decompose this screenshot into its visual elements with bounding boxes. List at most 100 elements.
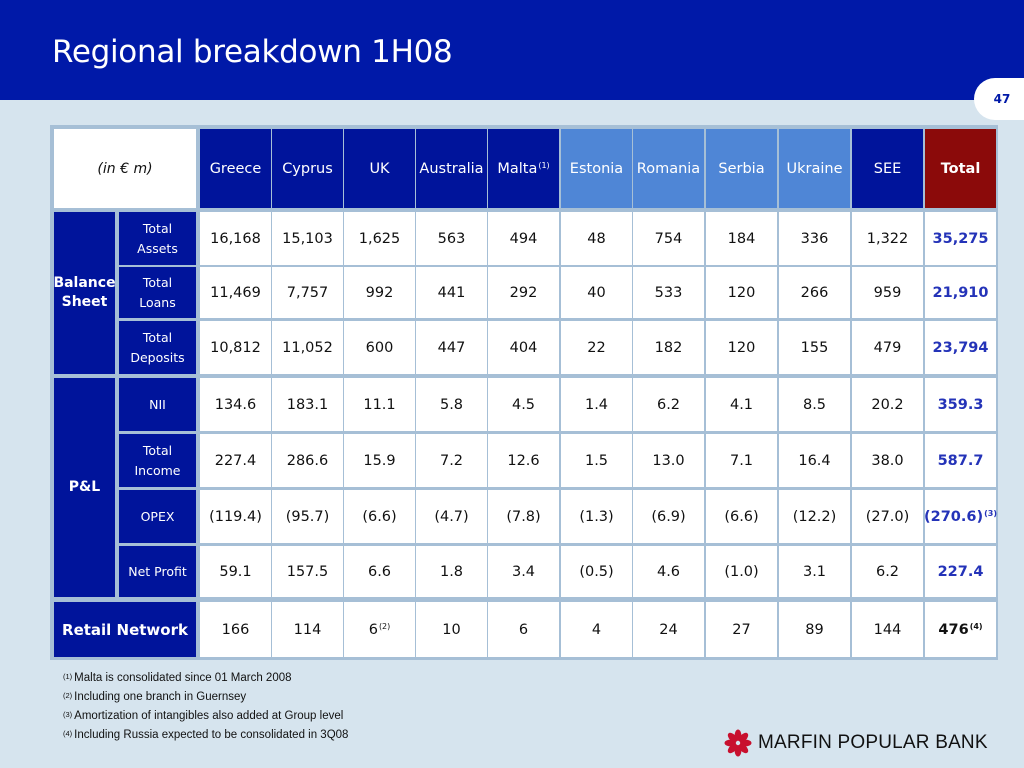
row-label-text: Retail Network [62,620,188,639]
cell-value: (7.8) [506,508,541,525]
column-header-label: Serbia [718,160,765,177]
cell-value: 600 [365,339,394,356]
page-number: 47 [974,78,1024,120]
cell-value: 3.1 [802,563,827,580]
cell-value: 479 [873,339,902,356]
table-cell: 59.1 [200,546,271,597]
cell-value: 1,625 [358,230,401,247]
column-header-label: Greece [209,160,262,177]
row-label-total-deposits: Total Deposits [119,321,196,374]
table-cell: 157.5 [272,546,343,597]
table-cell: 184 [706,212,777,265]
cell-value: (0.5) [579,563,614,580]
cell-value: 184 [727,230,756,247]
table-cell: 266 [779,267,850,318]
unit-label-cell: (in € m) [54,129,196,208]
cell-value: 754 [654,230,683,247]
table-cell: 48 [561,212,632,265]
table-cell: 533 [633,267,704,318]
table-cell: 35,275 [925,212,996,265]
table-cell: (27.0) [852,490,923,543]
column-header-greece: Greece [200,129,271,208]
row-label-text: NII [149,395,166,414]
cell-value: 227.4 [214,452,257,469]
cell-value: (1.0) [724,563,759,580]
table-cell: 40 [561,267,632,318]
label-line: Deposits [130,349,185,365]
footnote: (2) Including one branch in Guernsey [63,688,348,707]
cell-value: 6.6 [367,563,392,580]
cell-value: 12.6 [507,452,540,469]
cell-value: 563 [437,230,466,247]
table-cell: 120 [706,267,777,318]
table-cell: 4.6 [633,546,704,597]
footnote: (1) Malta is consolidated since 01 March … [63,669,348,688]
table-cell: 1,322 [852,212,923,265]
table-cell: 404 [488,321,559,374]
cell-value: 1.4 [584,396,609,413]
footnote-marker: (4) [969,622,983,631]
column-header-serbia: Serbia [706,129,777,208]
table-cell: 563 [416,212,487,265]
column-header-label: Australia [419,160,484,177]
marfin-flower-logo-icon [724,729,752,757]
table-cell: 7.2 [416,434,487,487]
cell-value: 11,052 [282,339,333,356]
table-cell: 754 [633,212,704,265]
label-line: Loans [139,294,176,310]
table-cell: 20.2 [852,378,923,431]
unit-label: (in € m) [97,160,153,177]
cell-value: (27.0) [865,508,910,525]
footnote-marker: (1) [63,672,73,681]
cell-value: (119.4) [209,508,262,525]
table-cell: (270.6) (3) [924,490,997,543]
table-cell: 1.5 [561,434,632,487]
cell-value: 48 [587,230,606,247]
brand-name: MARFIN POPULAR BANK [758,732,988,753]
column-header-label: UK [369,160,390,177]
footnote-marker: (3) [63,710,73,719]
table-cell: 227.4 [925,546,996,597]
table-cell: 7.1 [706,434,777,487]
cell-value: 4.5 [511,396,536,413]
row-group-label: Balance Sheet [53,274,115,312]
table-cell: (1.3) [561,490,632,543]
table-cell: 7,757 [272,267,343,318]
table-cell: 182 [633,321,704,374]
label-line: Sheet [61,294,108,310]
cell-value: 155 [800,339,829,356]
row-group-balance-sheet: Balance Sheet [53,212,116,374]
column-header-see: SEE [852,129,923,208]
cell-value: 13.0 [652,452,685,469]
cell-value: 533 [654,284,683,301]
table-cell: 4.1 [706,378,777,431]
table-cell: (119.4) [200,490,271,543]
table-cell: 600 [344,321,415,374]
table-cell: 1.4 [561,378,632,431]
table-cell: 15.9 [344,434,415,487]
cell-value: 1.8 [439,563,464,580]
cell-value: 4 [591,621,602,638]
column-header-label: SEE [873,160,902,177]
table-cell: (95.7) [272,490,343,543]
table-cell: (6.6) [706,490,777,543]
label-line: P&L [68,479,101,496]
table-cell: 992 [344,267,415,318]
row-label-nii: NII [119,378,196,431]
table-cell: (0.5) [561,546,632,597]
cell-value: 11,469 [210,284,261,301]
column-header-malta: Malta (1) [488,129,559,208]
row-group-label: P&L [69,478,100,497]
cell-value: 134.6 [214,396,257,413]
table-cell: 441 [416,267,487,318]
row-label-text: Total Income [135,441,181,480]
table-cell: 24 [633,602,704,657]
table-cell: 292 [488,267,559,318]
cell-value: 24 [659,621,678,638]
table-cell: 11.1 [344,378,415,431]
row-label-opex: OPEX [119,490,196,543]
cell-value: 120 [727,339,756,356]
table-cell: 4 [561,602,632,657]
cell-value: 157.5 [286,563,329,580]
row-label-net-profit: Net Profit [119,546,196,597]
